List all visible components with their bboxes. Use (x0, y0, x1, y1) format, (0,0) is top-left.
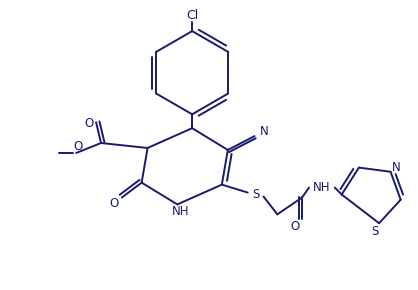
Text: O: O (291, 220, 300, 233)
Text: N: N (392, 161, 401, 174)
Text: O: O (84, 117, 94, 130)
Text: S: S (372, 225, 379, 238)
Text: O: O (74, 140, 83, 153)
Text: N: N (260, 125, 269, 138)
Text: O: O (109, 197, 119, 210)
Text: Cl: Cl (186, 9, 198, 22)
Text: S: S (252, 188, 259, 201)
Text: NH: NH (171, 205, 189, 218)
Text: NH: NH (313, 181, 331, 194)
